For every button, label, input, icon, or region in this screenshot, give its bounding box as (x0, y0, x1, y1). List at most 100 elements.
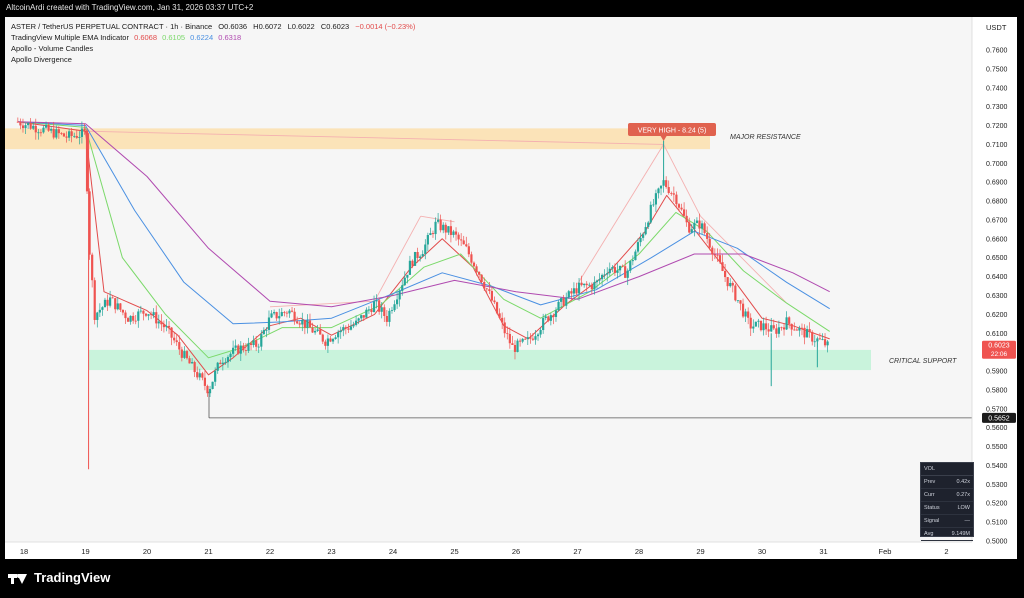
candle-body (216, 362, 219, 371)
candle-body (711, 247, 714, 255)
candle-body (226, 357, 230, 363)
candle-body (37, 132, 40, 134)
candle-body (416, 252, 419, 258)
vol-row-avg: Avg 9.149M (921, 528, 973, 541)
candle-body (806, 329, 809, 338)
candle-body (16, 121, 19, 123)
ohlc-high: H0.6072 (253, 22, 282, 31)
candle-body (62, 133, 66, 137)
candle-body (114, 298, 117, 310)
candle-body (654, 193, 658, 205)
volume-candles-indicator[interactable]: Apollo - Volume Candles (11, 44, 94, 53)
bar-countdown-label: 22:06 (991, 351, 1008, 358)
candle-body (319, 329, 322, 335)
ema-value-1: 0.6068 (134, 33, 158, 42)
trend-connector-line (663, 144, 701, 217)
price-tick-label: 0.5700 (986, 406, 1008, 413)
candle-body (83, 128, 86, 131)
candle-body (449, 226, 453, 235)
candle-body (759, 320, 763, 331)
candle-body (508, 333, 511, 344)
candle-body (109, 297, 112, 306)
time-tick-label: 18 (20, 547, 28, 556)
candle-body (101, 307, 104, 310)
candle-body (234, 345, 237, 348)
candle-body (280, 312, 283, 317)
brand-name: TradingView (34, 570, 111, 585)
candle-body (27, 123, 30, 126)
candle-body (98, 309, 101, 313)
candle-body (685, 215, 688, 223)
candle-body (165, 325, 168, 328)
candle-body (439, 219, 442, 231)
candle-body (467, 246, 470, 255)
candle-body (618, 265, 622, 271)
candle-body (690, 229, 693, 233)
candle-body (493, 300, 496, 303)
candle-body (488, 289, 491, 292)
candle-body (490, 291, 494, 301)
candle-body (611, 267, 614, 269)
candle-body (396, 299, 399, 305)
candle-body (362, 315, 365, 318)
candle-body (785, 317, 788, 330)
chart-credit: AltcoinArdi created with TradingView.com… (6, 3, 254, 12)
candle-body (224, 362, 227, 364)
price-tick-label: 0.6900 (986, 180, 1008, 187)
candle-body (680, 207, 683, 210)
time-tick-label: 28 (635, 547, 643, 556)
currency-label[interactable]: USDT (986, 23, 1007, 32)
very-high-label: VERY HIGH - 8.24 (5) (638, 128, 707, 135)
candle-body (360, 315, 363, 319)
candle-body (344, 327, 347, 329)
time-tick-label: 20 (143, 547, 151, 556)
candle-body (752, 326, 755, 329)
candle-body (706, 233, 709, 239)
candle-body (626, 270, 629, 278)
candle-body (329, 338, 332, 342)
candle-body (813, 341, 816, 343)
candle-body (242, 345, 245, 351)
candle-body (531, 338, 535, 340)
price-tick-label: 0.6300 (986, 293, 1008, 300)
candle-body (175, 340, 178, 343)
ema-indicator-row[interactable]: TradingView Multiple EMA Indicator 0.606… (11, 32, 415, 43)
level-price-badge (982, 412, 1016, 423)
vol-val: 9.149M (951, 531, 970, 537)
candle-body (790, 323, 793, 330)
candle-body (716, 254, 719, 256)
volume-stats-panel: VOL Prev 0.42x Curr 0.27x Status LOW Signal… (920, 462, 974, 541)
candle-body (401, 285, 404, 291)
candle-body (636, 242, 640, 252)
candle-body (447, 226, 450, 233)
candle-body (483, 282, 486, 289)
candle-body (431, 233, 435, 235)
vol-val: LOW (957, 505, 970, 511)
time-tick-label: 25 (450, 547, 458, 556)
candle-body (741, 303, 745, 317)
candle-body (549, 315, 552, 321)
candle-body (34, 125, 37, 133)
candle-body (772, 325, 775, 329)
candle-body (560, 298, 563, 302)
time-tick-label: 26 (512, 547, 520, 556)
vol-val: 0.27x (956, 492, 970, 498)
candle-body (480, 274, 483, 283)
candle-body (191, 362, 194, 364)
candle-body (683, 209, 686, 216)
candle-body (196, 372, 199, 378)
time-tick-label: 21 (204, 547, 212, 556)
price-tick-label: 0.6100 (986, 331, 1008, 338)
candle-body (334, 337, 337, 339)
candle-body (347, 328, 350, 330)
candle-body (262, 330, 265, 335)
candle-body (698, 220, 701, 229)
divergence-indicator[interactable]: Apollo Divergence (11, 55, 72, 64)
ema-2-line (17, 121, 830, 359)
plot-area[interactable] (5, 17, 972, 542)
price-tick-label: 0.6200 (986, 312, 1008, 319)
candle-body (826, 341, 829, 346)
candle-body (375, 300, 378, 302)
candle-body (68, 131, 71, 138)
